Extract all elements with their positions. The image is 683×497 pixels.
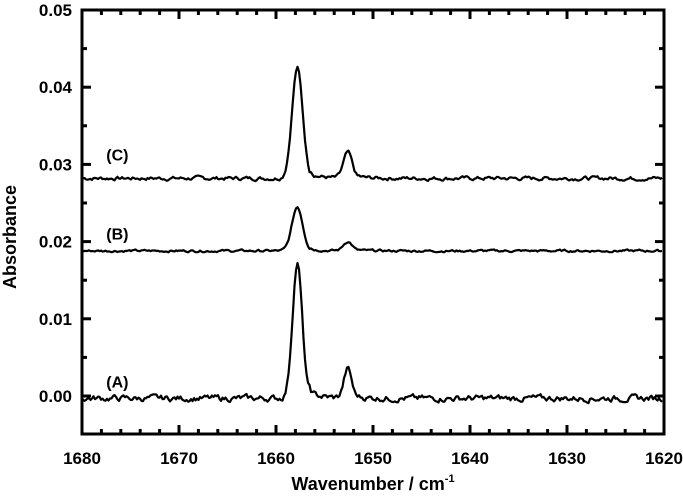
axis-ticks xyxy=(80,8,666,434)
y-axis-tick-labels: 0.00 0.01 0.02 0.03 0.04 0.05 xyxy=(39,1,73,406)
x-tick-label: 1680 xyxy=(63,449,101,468)
series-label: (C) xyxy=(106,148,128,165)
series-labels: (C) (B) (A) xyxy=(106,148,128,392)
plot-frame xyxy=(80,8,666,436)
y-tick-label: 0.05 xyxy=(39,1,72,20)
y-tick-label: 0.02 xyxy=(39,233,72,252)
y-tick-label: 0.03 xyxy=(39,155,72,174)
y-axis-title: Absorbance xyxy=(0,185,20,289)
y-tick-label: 0.04 xyxy=(39,78,73,97)
spectrum-line-b xyxy=(82,206,663,254)
x-tick-label: 1630 xyxy=(548,449,586,468)
y-tick-label: 0.01 xyxy=(39,310,72,329)
x-axis-tick-labels: 1680 1670 1660 1650 1640 1630 1620 xyxy=(63,449,683,468)
x-tick-label: 1670 xyxy=(160,449,198,468)
x-tick-label: 1640 xyxy=(451,449,489,468)
spectrum-line-c xyxy=(82,65,663,183)
x-axis-title: Wavenumber / cm-1 xyxy=(291,473,454,494)
x-tick-label: 1650 xyxy=(354,449,392,468)
series-label: (B) xyxy=(106,226,128,243)
spectrum-line-a xyxy=(82,261,663,405)
series-label: (A) xyxy=(106,375,128,392)
x-tick-label: 1660 xyxy=(257,449,295,468)
spectrum-traces xyxy=(82,65,663,405)
x-tick-label: 1620 xyxy=(645,449,683,468)
y-tick-label: 0.00 xyxy=(39,387,72,406)
